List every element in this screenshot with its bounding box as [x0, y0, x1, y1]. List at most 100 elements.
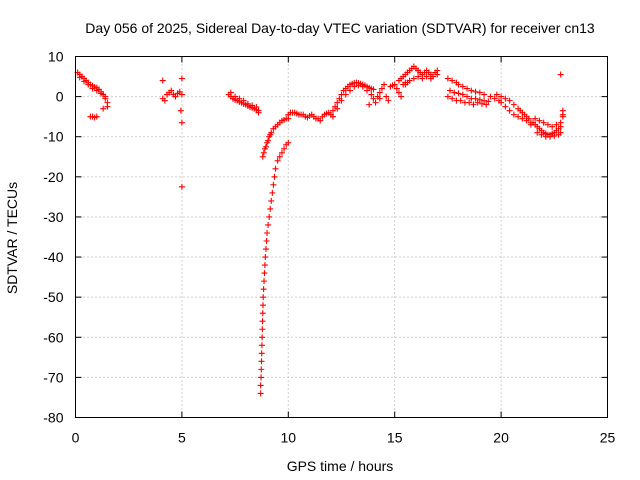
tick-marks	[75, 56, 608, 418]
data-point	[468, 87, 475, 94]
y-tick-label: -40	[43, 249, 63, 265]
data-point	[269, 189, 276, 196]
data-point	[491, 95, 498, 102]
series-arc-20to21	[493, 91, 534, 128]
data-point	[547, 133, 554, 140]
data-point	[485, 98, 492, 105]
data-point	[395, 89, 402, 96]
data-point	[260, 286, 267, 293]
data-point	[76, 74, 83, 81]
data-point	[177, 107, 184, 114]
data-point	[262, 254, 269, 261]
chart-title: Day 056 of 2025, Sidereal Day-to-day VTE…	[85, 20, 595, 36]
x-tick-label: 25	[600, 430, 616, 446]
y-tick-labels: 10 0 -10 -20 -30 -40 -50 -60 -70 -80	[43, 49, 63, 426]
data-point	[476, 89, 483, 96]
data-point	[519, 115, 526, 122]
data-point	[434, 67, 441, 74]
data-point	[258, 366, 265, 373]
data-point	[549, 123, 556, 130]
data-point	[521, 111, 528, 118]
data-point	[267, 205, 274, 212]
series-arc-10to12	[285, 109, 332, 124]
data-point	[263, 238, 270, 245]
data-point	[265, 137, 272, 144]
data-point	[259, 302, 266, 309]
data-point	[258, 358, 265, 365]
data-point	[172, 93, 179, 100]
series-arc-4to5	[159, 75, 185, 190]
data-point	[559, 107, 566, 114]
y-tick-label: 10	[48, 49, 64, 65]
data-point	[366, 101, 373, 108]
data-point	[372, 99, 379, 106]
data-point	[449, 77, 456, 84]
data-point	[81, 78, 88, 85]
x-axis-label: GPS time / hours	[287, 458, 394, 474]
data-point	[481, 97, 488, 104]
data-point	[459, 91, 466, 98]
data-point	[261, 270, 268, 277]
data-point	[385, 97, 392, 104]
data-point	[259, 326, 266, 333]
data-point	[334, 99, 341, 106]
data-point	[258, 342, 265, 349]
data-point	[317, 117, 324, 124]
data-point	[455, 90, 462, 97]
data-point	[557, 129, 564, 136]
data-point	[419, 75, 426, 82]
data-point	[498, 93, 505, 100]
data-point	[447, 87, 454, 94]
data-point	[370, 95, 377, 102]
data-point	[451, 89, 458, 96]
data-point	[383, 93, 390, 100]
series-arc-early	[74, 69, 111, 121]
data-point	[178, 183, 185, 190]
data-point	[510, 111, 517, 118]
y-tick-label: -80	[43, 410, 63, 426]
data-point	[329, 107, 336, 114]
data-point	[260, 294, 267, 301]
data-point	[272, 165, 279, 172]
data-point	[240, 97, 247, 104]
data-point	[264, 229, 271, 236]
data-point	[506, 107, 513, 114]
data-point	[281, 145, 288, 152]
data-points	[74, 63, 566, 397]
data-point	[466, 99, 473, 106]
series-arc-17to20	[444, 75, 502, 108]
data-point	[534, 129, 541, 136]
data-point	[178, 91, 185, 98]
data-point	[102, 93, 109, 100]
data-point	[370, 86, 377, 93]
data-point	[472, 95, 479, 102]
y-tick-label: -60	[43, 329, 63, 345]
data-point	[391, 81, 398, 88]
series-arc-late	[530, 71, 566, 140]
data-point	[89, 85, 96, 92]
data-point	[510, 101, 517, 108]
data-point	[515, 113, 522, 120]
y-tick-label: 0	[56, 89, 64, 105]
data-point	[551, 132, 558, 139]
data-point	[470, 101, 477, 108]
data-point	[244, 100, 251, 107]
data-point	[368, 91, 375, 98]
data-point	[270, 181, 277, 188]
series-arc-7to8	[225, 89, 262, 116]
data-point	[104, 103, 111, 110]
data-point	[285, 139, 292, 146]
x-tick-label: 15	[387, 430, 403, 446]
data-point	[464, 93, 471, 100]
data-point	[376, 95, 383, 102]
data-point	[257, 390, 264, 397]
data-point	[227, 89, 234, 96]
data-point	[498, 99, 505, 106]
data-point	[427, 75, 434, 82]
data-point	[538, 131, 545, 138]
data-point	[457, 97, 464, 104]
data-point	[262, 246, 269, 253]
data-point	[540, 119, 547, 126]
data-point	[444, 93, 451, 100]
